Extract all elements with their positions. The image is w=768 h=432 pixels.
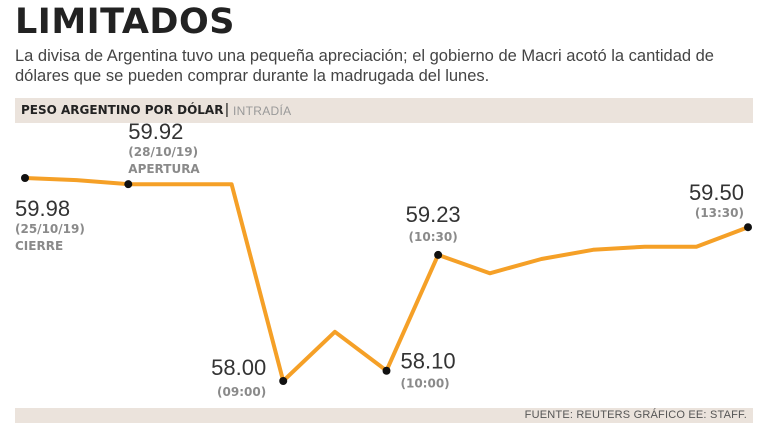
data-point [124, 180, 133, 189]
source-note: FUENTE: REUTERS GRÁFICO EE: STAFF. [524, 409, 747, 421]
data-point [434, 250, 443, 259]
data-label-detail: (10:30) [409, 230, 458, 244]
data-label-value: 58.00 [211, 355, 266, 380]
data-point [279, 377, 288, 385]
data-label-detail: (09:00) [217, 385, 266, 399]
data-label-detail: (28/10/19) [128, 145, 198, 159]
data-label-detail: (10:00) [401, 377, 450, 391]
data-label-value: 59.92 [128, 119, 183, 144]
chart-subtitle: La divisa de Argentina tuvo una pequeña … [15, 47, 714, 85]
data-label-value: 58.10 [401, 349, 456, 374]
chart-title: LIMITADOS [15, 2, 235, 42]
data-point [744, 223, 752, 232]
footer-band: FUENTE: REUTERS GRÁFICO EE: STAFF. [15, 408, 753, 423]
data-point [382, 366, 391, 375]
data-label-detail: CIERRE [15, 239, 63, 253]
series-line [23, 176, 750, 383]
band-separator: | [225, 101, 229, 118]
data-label-value: 59.23 [406, 202, 461, 227]
data-label-detail: (13:30) [695, 206, 744, 220]
data-label-value: 59.98 [15, 196, 70, 221]
data-point [21, 174, 29, 182]
series-subtitle: INTRADÍA [233, 104, 292, 118]
data-label-detail: (25/10/19) [15, 222, 85, 236]
chart-header-band: PESO ARGENTINO POR DÓLAR | INTRADÍA [15, 98, 753, 123]
series-title: PESO ARGENTINO POR DÓLAR [21, 103, 224, 117]
data-label-value: 59.50 [689, 180, 744, 205]
data-label-detail: APERTURA [128, 162, 200, 176]
